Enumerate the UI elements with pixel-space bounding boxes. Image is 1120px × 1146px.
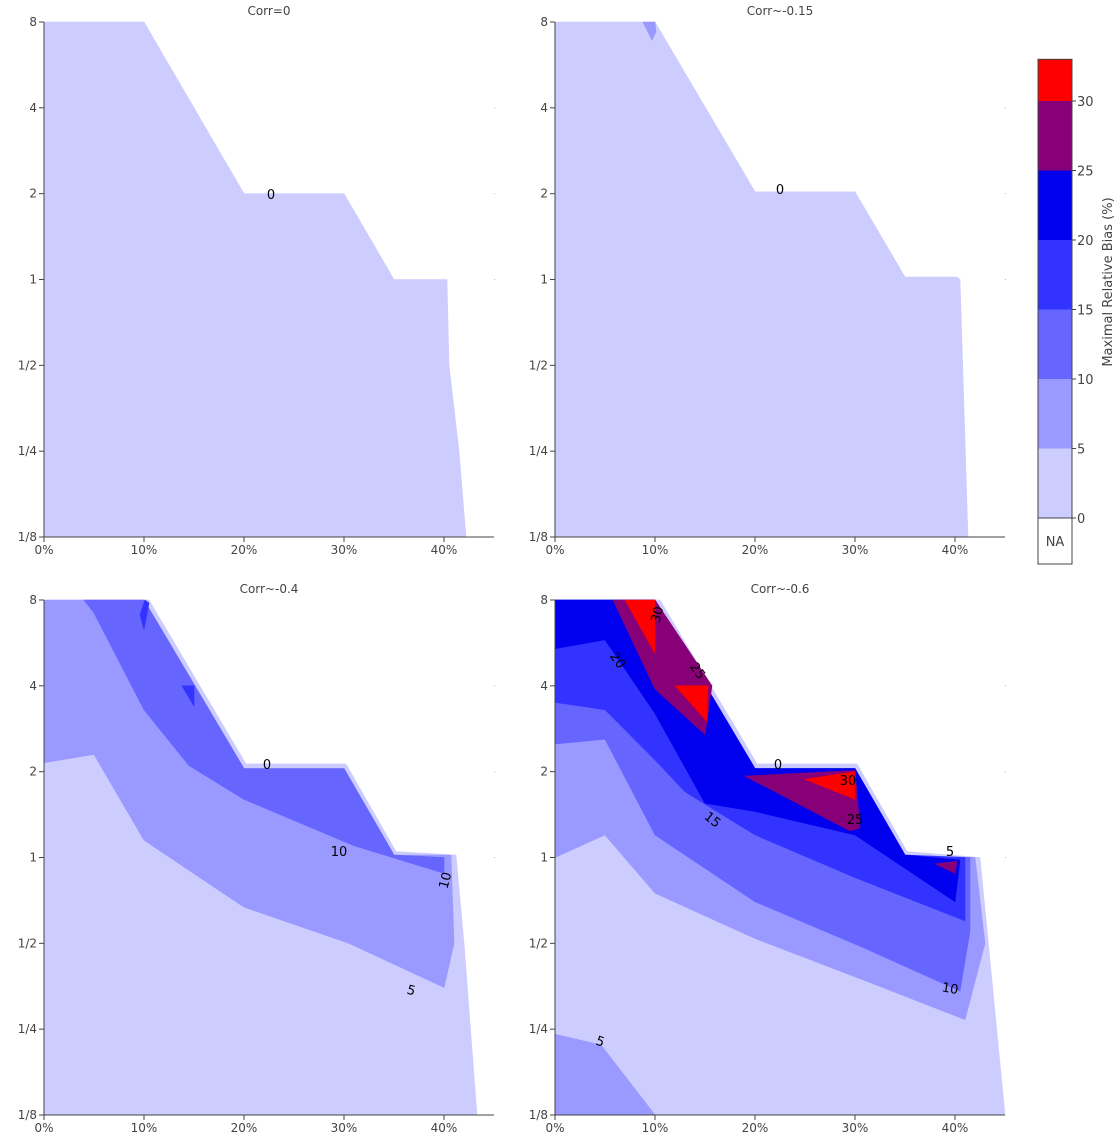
y-tick-label: 1 (540, 851, 548, 865)
contour-panels: Corr=00% 10% 20% 30% 40%1/81/41/212480Corr~-… (18, 4, 1006, 1135)
y-tick-label: 8 (540, 15, 548, 29)
contour-label: 5 (405, 983, 417, 1000)
x-tick-label: 30% (842, 543, 869, 557)
colorbar-tick-label: 25 (1077, 165, 1094, 180)
y-tick-label: 1/8 (529, 530, 548, 544)
contour-region-level-3 (139, 599, 150, 630)
colorbar-tick-label: 20 (1077, 234, 1094, 249)
colorbar: NA 0 5 10 15 20 25 30 Maximal Relative Bias (%) (1037, 58, 1116, 565)
y-tick-label: 1/8 (529, 1108, 548, 1122)
x-tick-label: 10% (131, 543, 158, 557)
y-tick-label: 1/8 (18, 530, 37, 544)
contour-label: 10 (331, 845, 348, 860)
colorbar-outline (1037, 58, 1073, 565)
y-tick-label: 8 (29, 593, 37, 607)
contour-region-level-2 (83, 599, 445, 874)
y-tick-label: 2 (540, 765, 548, 779)
panel-3: Corr~-0.4 0% 10% 20% 30% 40% 1/8 1/4 1/2 1 2 4 8 0 10 1… (18, 582, 495, 1135)
y-tick-label: 4 (540, 101, 548, 115)
x-tick-label: 20% (231, 543, 258, 557)
x-tick-label: 30% (842, 1121, 869, 1135)
y-tick-label: 4 (540, 679, 548, 693)
panel-title: Corr~-0.4 (240, 582, 299, 596)
y-tick-label: 1/4 (18, 444, 37, 458)
x-tick-label: 0% (545, 1121, 564, 1135)
y-tick-label: 2 (29, 187, 37, 201)
y-tick-label: 1/8 (18, 1108, 37, 1122)
contour-label: 0 (267, 188, 275, 203)
contour-region-level-6 (803, 771, 856, 800)
y-tick-label: 1 (540, 273, 548, 287)
contour-label: 10 (941, 980, 960, 998)
x-tick-label: 0% (34, 1121, 53, 1135)
contour-region-level-3 (181, 685, 195, 708)
colorbar-swatch-1 (1038, 379, 1072, 449)
y-tick-label: 4 (29, 101, 37, 115)
colorbar-na-label: NA (1046, 535, 1065, 550)
y-tick-label: 1/2 (18, 936, 37, 950)
y-tick-label: 8 (540, 593, 548, 607)
y-tick-label: 1/4 (18, 1022, 37, 1036)
y-tick-label: 1/4 (529, 444, 548, 458)
colorbar-tick-label: 15 (1077, 304, 1094, 319)
colorbar-tick-label: 0 (1077, 512, 1085, 527)
panel-title: Corr=0 (247, 4, 290, 18)
x-tick-label: 10% (642, 543, 669, 557)
panel-4: Corr~-0.6 0% 10% 20% 30% 40% 1/8 1/4 1/2 1 2 4 8 0 30 2… (529, 582, 1006, 1135)
contour-label: 0 (263, 758, 271, 773)
panel-title: Corr~-0.15 (747, 4, 813, 18)
x-tick-label: 30% (331, 1121, 358, 1135)
contour-region-level-6 (624, 599, 656, 655)
x-tick-label: 0% (545, 543, 564, 557)
x-tick-label: 40% (942, 543, 969, 557)
contour-label: 10 (437, 871, 456, 891)
x-tick-label: 30% (331, 543, 358, 557)
panel-1: Corr=0 0% 10% 20% 30% 40% 1/8 1/4 1/2 1 2 4 8 0 (18, 4, 495, 557)
contour-label: 5 (946, 845, 954, 860)
contour-label: 0 (774, 758, 782, 773)
x-tick-label: 40% (431, 1121, 458, 1135)
x-tick-label: 0% (34, 543, 53, 557)
contour-region-level-1 (642, 21, 657, 41)
x-tick-label: 10% (131, 1121, 158, 1135)
panel-title: Corr~-0.6 (751, 582, 810, 596)
x-tick-label: 40% (431, 543, 458, 557)
y-tick-label: 1/4 (529, 1022, 548, 1036)
y-tick-label: 1 (29, 273, 37, 287)
y-tick-label: 4 (29, 679, 37, 693)
contour-region-level-0 (43, 21, 467, 538)
colorbar-tick-label: 5 (1077, 443, 1085, 458)
x-tick-label: 20% (231, 1121, 258, 1135)
x-tick-label: 40% (942, 1121, 969, 1135)
x-tick-label: 20% (742, 1121, 769, 1135)
y-tick-label: 1/2 (529, 936, 548, 950)
y-tick-label: 1 (29, 851, 37, 865)
colorbar-na-swatch (1038, 518, 1072, 564)
y-tick-label: 2 (29, 765, 37, 779)
colorbar-tick-label: 30 (1077, 95, 1094, 110)
contour-label: 30 (649, 605, 668, 625)
colorbar-swatch-4 (1038, 170, 1072, 240)
panel-2: Corr~-0.15 0% 10% 20% 30% 40% 1/8 1/4 1/2 1 2 4 8 0 (529, 4, 1006, 557)
contour-label: 25 (847, 813, 864, 828)
colorbar-tick-label: 10 (1077, 373, 1094, 388)
colorbar-title: Maximal Relative Bias (%) (1101, 197, 1116, 366)
colorbar-swatch-3 (1038, 240, 1072, 310)
contour-region-level-5 (933, 860, 958, 874)
contour-label: 0 (776, 183, 784, 198)
contour-label: 30 (840, 774, 857, 789)
x-tick-label: 10% (642, 1121, 669, 1135)
contour-region-level-0 (554, 21, 969, 538)
y-tick-label: 1/2 (18, 358, 37, 372)
contour-region-level-6 (674, 685, 709, 723)
colorbar-swatch-6 (1038, 59, 1072, 101)
colorbar-swatch-2 (1038, 309, 1072, 379)
colorbar-swatch-0 (1038, 448, 1072, 518)
y-tick-label: 8 (29, 15, 37, 29)
x-tick-label: 20% (742, 543, 769, 557)
y-tick-label: 1/2 (529, 358, 548, 372)
colorbar-swatch-5 (1038, 101, 1072, 171)
y-tick-label: 2 (540, 187, 548, 201)
